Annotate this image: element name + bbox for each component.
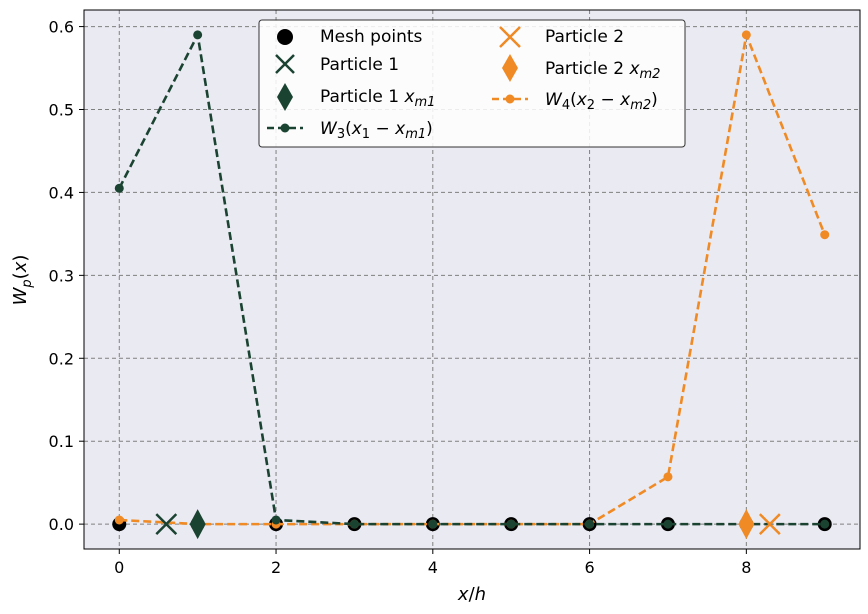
y-tick-label: 0.4 — [49, 183, 74, 202]
particle1-marker — [155, 513, 178, 536]
legend: Mesh points Particle 1 Particle 1 xm1 W3… — [258, 19, 686, 148]
w3-series-point — [585, 519, 595, 529]
w3-series-point — [114, 183, 124, 193]
legend-mesh-marker — [277, 29, 293, 45]
w3-series-point — [271, 515, 281, 525]
x-tick-label: 4 — [428, 558, 438, 577]
legend-particle1-label: Particle 1 — [320, 55, 399, 75]
w3-series-point — [663, 519, 673, 529]
legend-particle2-xm-x: x — [628, 59, 640, 79]
y-axis-label-sub: p — [20, 279, 35, 288]
legend-w3-x1-sub: 1 — [362, 127, 370, 142]
ticks: 0 2 4 6 8 0.0 0.1 0.2 0.3 0.4 0.5 0.6 — [49, 18, 752, 577]
legend-w4-marker — [505, 94, 515, 104]
legend-w4-sub: 4 — [562, 98, 570, 113]
legend-particle1-xm-marker — [277, 83, 293, 111]
x-tick-label: 0 — [114, 558, 124, 577]
x-axis-label: x/h — [457, 584, 486, 605]
legend-w4-x2-sub: 2 — [587, 98, 595, 113]
w3-series-point — [349, 519, 359, 529]
legend-w3-marker — [280, 123, 290, 133]
y-axis-label-close: ) — [10, 255, 31, 262]
y-axis-label-x: x — [10, 261, 31, 273]
particle2-xm-marker — [738, 509, 755, 540]
legend-w3-x1: x — [351, 119, 363, 139]
y-tick-label: 0.6 — [49, 18, 74, 37]
legend-w4-close: ) — [651, 90, 658, 110]
series — [112, 30, 832, 540]
x-tick-label: 8 — [741, 558, 751, 577]
legend-particle1-xm-text: Particle 1 — [320, 87, 404, 107]
legend-particle1-xm-x: x — [403, 87, 415, 107]
x-axis-label-slash: / — [469, 584, 476, 605]
w3-series-point — [193, 30, 203, 40]
legend-particle2-label: Particle 2 — [545, 27, 624, 47]
legend-w4-label: W4(x2 − xm2) — [545, 90, 658, 113]
w4-series-point — [663, 472, 673, 482]
particle2-marker — [758, 513, 781, 536]
legend-w3-minus: − — [370, 119, 395, 139]
legend-particle2-xm-label: Particle 2 xm2 — [545, 59, 660, 82]
legend-mesh-label: Mesh points — [320, 27, 423, 47]
legend-particle1-xm-label: Particle 1 xm1 — [320, 87, 435, 110]
legend-w4-minus: − — [595, 90, 620, 110]
legend-particle1-xm-sub: m1 — [415, 95, 436, 110]
legend-w4-open: ( — [570, 90, 577, 110]
y-axis-label-rest: ( — [10, 272, 31, 279]
legend-w4-w: W — [545, 90, 563, 110]
y-axis-label: Wp(x) — [10, 255, 35, 306]
y-tick-label: 0.5 — [49, 101, 74, 120]
legend-w4-xm: x — [619, 90, 631, 110]
x-tick-label: 2 — [271, 558, 281, 577]
legend-w4-xm-sub: m2 — [630, 98, 651, 113]
legend-w4-x2: x — [576, 90, 588, 110]
particle1-xm-marker — [189, 509, 206, 540]
legend-w3-xm-sub: m1 — [405, 127, 426, 142]
legend-particle2-marker — [499, 26, 521, 48]
legend-w3-label: W3(x1 − xm1) — [320, 119, 433, 142]
legend-particle2-xm-sub: m2 — [640, 67, 661, 82]
legend-box — [258, 19, 686, 148]
legend-w3-close: ) — [426, 119, 433, 139]
w3-series-point — [428, 519, 438, 529]
legend-w3-sub: 3 — [337, 127, 345, 142]
legend-w3-xm: x — [394, 119, 406, 139]
plot-frame — [83, 9, 861, 550]
x-axis-label-x: x — [457, 584, 469, 605]
legend-particle1-marker — [275, 54, 295, 74]
y-tick-label: 0.2 — [49, 349, 74, 368]
legend-particle2-xm-text: Particle 2 — [545, 59, 629, 79]
x-tick-label: 6 — [584, 558, 594, 577]
y-tick-label: 0.0 — [49, 515, 74, 534]
w3-series-point — [506, 519, 516, 529]
w4-series-point — [741, 30, 751, 40]
w3-series-point — [820, 519, 830, 529]
legend-particle2-xm-marker — [502, 54, 518, 82]
y-tick-label: 0.3 — [49, 266, 74, 285]
legend-w3-open: ( — [345, 119, 352, 139]
w3-series-line — [118, 30, 825, 526]
y-tick-label: 0.1 — [49, 432, 74, 451]
w4-series-point — [820, 230, 830, 240]
w4-series-point — [114, 515, 124, 525]
y-axis-label-w: W — [10, 286, 31, 305]
x-axis-label-h: h — [475, 584, 486, 605]
legend-w3-w: W — [320, 119, 338, 139]
